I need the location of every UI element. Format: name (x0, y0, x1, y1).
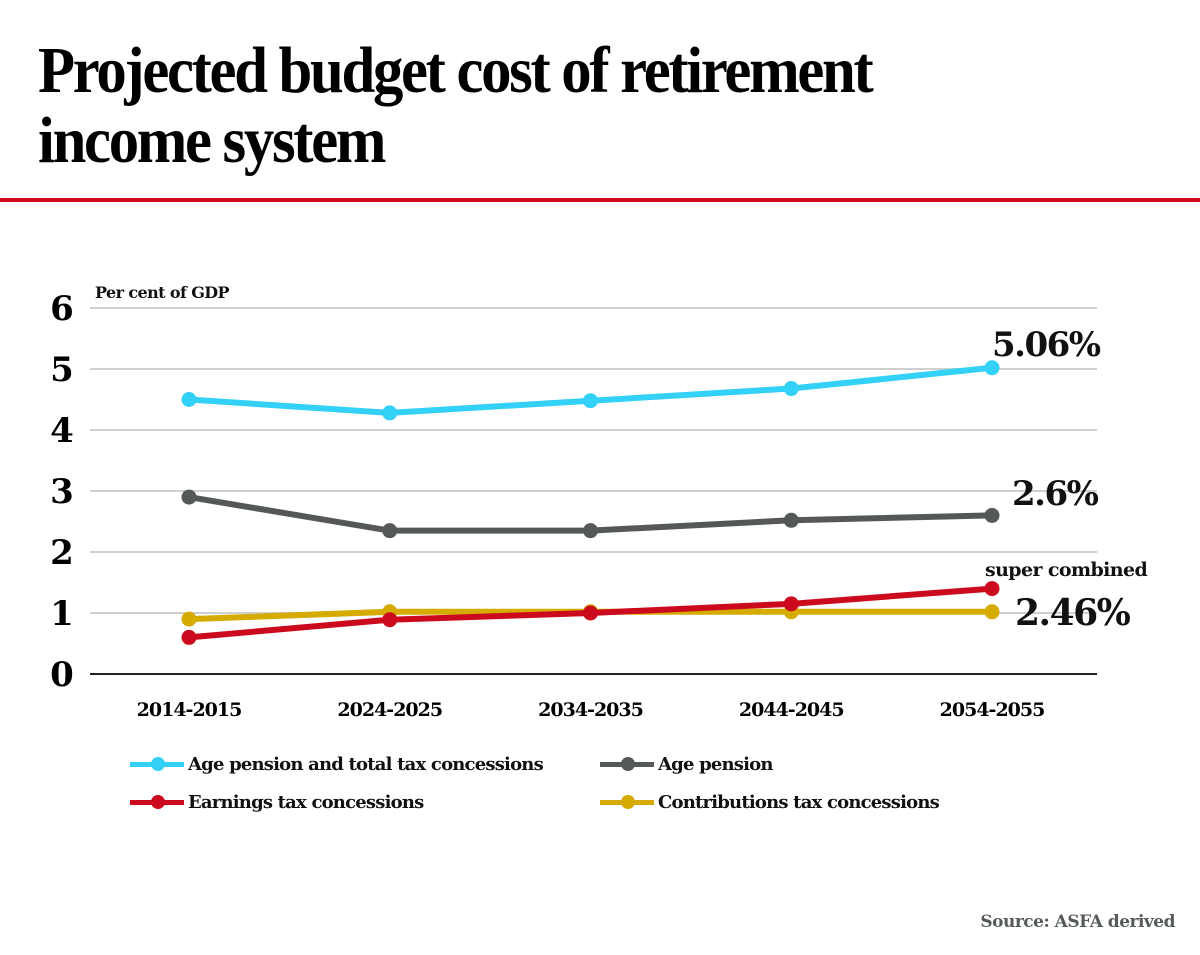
series-earnings-tax-concessions (181, 581, 1000, 645)
series-age-pension (181, 489, 1000, 539)
legend-item: Age pension and total tax concessions (130, 750, 544, 778)
chart-title-line-2: income system (38, 104, 386, 177)
series-age-pension-and-total-tax-concessions (181, 360, 1000, 421)
source-note: Source: ASFA derived (980, 912, 1175, 932)
annotation-label: 5.06% (992, 325, 1101, 365)
y-tick-label: 1 (50, 594, 74, 634)
y-axis-label: Per cent of GDP (95, 283, 230, 302)
data-point (783, 381, 799, 397)
x-tick-label: 2044-2045 (739, 699, 844, 721)
series-lines (181, 360, 1000, 645)
y-tick-label: 0 (50, 655, 74, 695)
x-tick-label: 2054-2055 (940, 699, 1045, 721)
legend-item: Earnings tax concessions (130, 788, 424, 816)
legend-label: Age pension and total tax concessions (188, 753, 544, 775)
data-point (181, 629, 197, 645)
legend-label: Age pension (658, 753, 773, 775)
legend-item: Age pension (600, 750, 773, 778)
x-tick-label: 2014-2015 (137, 699, 242, 721)
y-tick-label: 4 (50, 411, 74, 451)
gridlines (90, 307, 1097, 675)
data-point (181, 392, 197, 407)
legend-item: Contributions tax concessions (600, 788, 940, 816)
data-point (382, 612, 398, 628)
legend-swatch-icon (600, 788, 654, 816)
legend-label: Earnings tax concessions (188, 791, 424, 813)
y-tick-label: 2 (50, 533, 74, 573)
y-axis-ticks: 0 1 2 3 4 5 6 (50, 289, 74, 695)
data-point (382, 405, 398, 421)
y-tick-label: 6 (50, 289, 74, 329)
annotation-label: 2.6% (1012, 474, 1099, 514)
legend-swatch-icon (600, 750, 654, 778)
data-point (181, 611, 197, 627)
data-point (583, 393, 598, 409)
title-divider (0, 198, 1200, 202)
data-point (181, 489, 197, 505)
x-tick-label: 2024-2025 (337, 699, 442, 721)
annotation-label: super combined (985, 559, 1147, 581)
data-point (783, 596, 799, 612)
data-point (382, 523, 398, 539)
data-point (984, 360, 1000, 376)
data-point (583, 523, 598, 539)
data-point (984, 604, 1000, 620)
data-point (583, 605, 598, 621)
x-axis-ticks: 2014-2015 2024-2025 2034-2035 2044-2045 2054… (137, 699, 1046, 721)
y-tick-label: 3 (50, 472, 74, 512)
chart-title-line-1: Projected budget cost of retirement (38, 34, 874, 107)
legend-swatch-icon (130, 788, 184, 816)
legend-swatch-icon (130, 750, 184, 778)
annotation-label: 2.46% (1015, 592, 1131, 634)
data-point (783, 512, 799, 528)
data-point (984, 507, 1000, 523)
annotations: 5.06% 2.6% super combined 2.46% (985, 325, 1148, 634)
data-point (984, 581, 1000, 597)
y-tick-label: 5 (50, 350, 74, 390)
legend-label: Contributions tax concessions (658, 791, 940, 813)
x-tick-label: 2034-2035 (538, 699, 643, 721)
chart-title: Projected budget cost of retirement inco… (38, 36, 1087, 176)
